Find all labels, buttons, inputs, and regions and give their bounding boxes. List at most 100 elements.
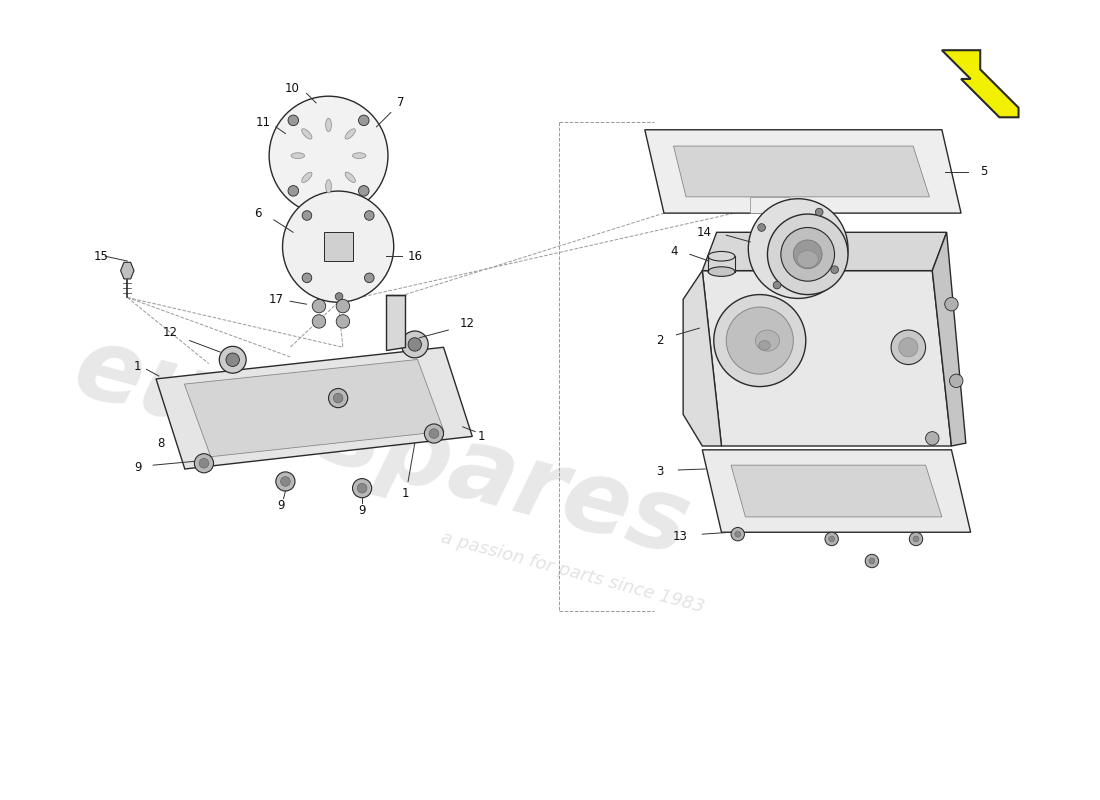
Text: eurospares: eurospares: [63, 319, 700, 577]
Text: 12: 12: [163, 326, 178, 339]
Circle shape: [302, 273, 311, 282]
Circle shape: [312, 314, 326, 328]
Circle shape: [735, 531, 740, 537]
Circle shape: [732, 527, 745, 541]
Ellipse shape: [708, 251, 735, 261]
Circle shape: [219, 346, 246, 373]
Text: 6: 6: [254, 206, 262, 220]
Text: 3: 3: [657, 466, 664, 478]
Circle shape: [199, 458, 209, 468]
Polygon shape: [683, 270, 722, 446]
Polygon shape: [732, 465, 942, 517]
Polygon shape: [942, 50, 1019, 118]
Circle shape: [925, 432, 939, 445]
Text: 1: 1: [402, 487, 409, 501]
Polygon shape: [323, 232, 352, 261]
Circle shape: [773, 282, 781, 289]
Text: 9: 9: [359, 504, 366, 517]
Text: a passion for parts since 1983: a passion for parts since 1983: [439, 529, 706, 616]
Text: 4: 4: [671, 245, 679, 258]
Text: 15: 15: [94, 250, 109, 262]
Ellipse shape: [292, 153, 305, 158]
Circle shape: [425, 424, 443, 443]
Text: 13: 13: [673, 530, 688, 542]
Polygon shape: [121, 262, 134, 279]
Circle shape: [283, 191, 394, 302]
Ellipse shape: [345, 172, 355, 182]
Circle shape: [913, 536, 918, 542]
Ellipse shape: [352, 153, 366, 158]
Circle shape: [364, 273, 374, 282]
Text: 9: 9: [134, 461, 142, 474]
Circle shape: [408, 338, 421, 351]
Ellipse shape: [798, 250, 818, 268]
Circle shape: [288, 186, 298, 196]
Circle shape: [714, 294, 806, 386]
Circle shape: [226, 353, 240, 366]
Polygon shape: [702, 450, 970, 532]
Circle shape: [364, 210, 374, 220]
Polygon shape: [386, 294, 405, 350]
Circle shape: [866, 554, 879, 568]
Circle shape: [758, 224, 766, 231]
Circle shape: [195, 454, 213, 473]
Circle shape: [312, 299, 326, 313]
Polygon shape: [673, 146, 930, 197]
Circle shape: [359, 186, 370, 196]
Circle shape: [781, 227, 835, 281]
Ellipse shape: [756, 330, 780, 351]
Text: 8: 8: [157, 437, 165, 450]
Circle shape: [869, 558, 874, 564]
Circle shape: [270, 96, 388, 215]
Circle shape: [337, 299, 350, 313]
Ellipse shape: [708, 266, 735, 276]
Text: 1: 1: [478, 430, 485, 443]
Text: 9: 9: [277, 499, 285, 512]
Text: 10: 10: [285, 82, 300, 95]
Circle shape: [825, 532, 838, 546]
Circle shape: [748, 198, 848, 298]
Circle shape: [945, 298, 958, 311]
Circle shape: [402, 331, 428, 358]
Ellipse shape: [301, 172, 312, 182]
Polygon shape: [750, 197, 789, 213]
Circle shape: [891, 330, 925, 365]
Circle shape: [429, 429, 439, 438]
Text: 14: 14: [697, 226, 712, 238]
Text: 11: 11: [256, 115, 271, 129]
Circle shape: [768, 214, 848, 294]
Circle shape: [280, 477, 290, 486]
Text: 1: 1: [134, 360, 142, 373]
Circle shape: [793, 240, 822, 269]
Ellipse shape: [326, 179, 331, 193]
Circle shape: [329, 389, 348, 408]
Text: 7: 7: [397, 97, 404, 110]
Text: 2: 2: [657, 334, 664, 347]
Circle shape: [352, 478, 372, 498]
Ellipse shape: [345, 129, 355, 139]
Circle shape: [786, 237, 810, 260]
Circle shape: [830, 266, 838, 274]
Circle shape: [302, 210, 311, 220]
Circle shape: [336, 293, 343, 300]
Polygon shape: [645, 130, 961, 213]
Text: 16: 16: [407, 250, 422, 262]
Polygon shape: [702, 232, 947, 270]
Ellipse shape: [301, 129, 312, 139]
Circle shape: [358, 483, 367, 493]
Ellipse shape: [759, 341, 770, 350]
Text: 17: 17: [268, 293, 284, 306]
Polygon shape: [702, 270, 952, 446]
Ellipse shape: [326, 118, 331, 132]
Circle shape: [726, 307, 793, 374]
Circle shape: [828, 536, 835, 542]
Polygon shape: [185, 359, 444, 457]
Circle shape: [359, 115, 370, 126]
Circle shape: [899, 338, 917, 357]
Circle shape: [288, 115, 298, 126]
Circle shape: [769, 220, 827, 278]
Circle shape: [949, 374, 962, 387]
Circle shape: [815, 208, 823, 216]
Text: 5: 5: [980, 166, 988, 178]
Circle shape: [337, 314, 350, 328]
